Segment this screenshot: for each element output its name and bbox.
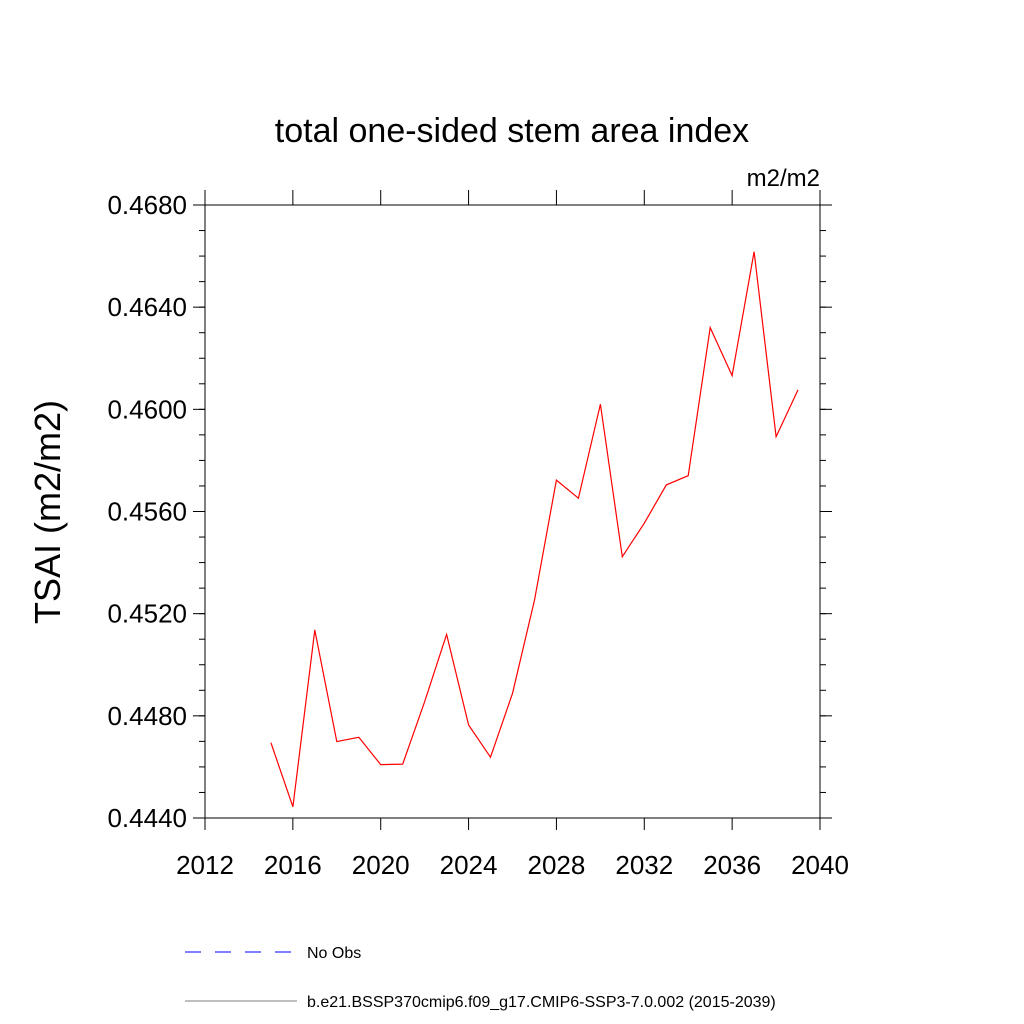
y-tick-label: 0.4560 bbox=[107, 497, 187, 527]
y-tick-label: 0.4480 bbox=[107, 701, 187, 731]
x-tick-label: 2020 bbox=[352, 850, 410, 880]
series-line bbox=[270, 251, 799, 807]
y-axis-label: TSAI (m2/m2) bbox=[27, 400, 68, 624]
legend-label-no-obs: No Obs bbox=[307, 945, 361, 962]
x-tick-label: 2016 bbox=[264, 850, 322, 880]
x-tick-label: 2024 bbox=[440, 850, 498, 880]
x-tick-label: 2036 bbox=[703, 850, 761, 880]
legend: No Obs b.e21.BSSP370cmip6.f09_g17.CMIP6-… bbox=[185, 945, 776, 1011]
tick-labels: 0.4440 0.4480 0.4520 0.4560 0.4600 0.4640 0.46… bbox=[107, 190, 848, 880]
y-tick-label: 0.4680 bbox=[107, 190, 187, 220]
units-label: m2/m2 bbox=[747, 165, 820, 192]
plot-frame bbox=[204, 204, 821, 819]
y-tick-label: 0.4640 bbox=[107, 292, 187, 322]
x-tick-label: 2012 bbox=[176, 850, 234, 880]
chart-title: total one-sided stem area index bbox=[275, 112, 749, 150]
x-tick-label: 2040 bbox=[791, 850, 849, 880]
series bbox=[270, 251, 799, 807]
x-tick-label: 2028 bbox=[528, 850, 586, 880]
y-tick-label: 0.4520 bbox=[107, 599, 187, 629]
y-tick-label: 0.4600 bbox=[107, 394, 187, 424]
x-tick-label: 2032 bbox=[615, 850, 673, 880]
axes bbox=[193, 190, 832, 830]
legend-label-model: b.e21.BSSP370cmip6.f09_g17.CMIP6-SSP3-7.… bbox=[307, 994, 776, 1011]
y-tick-label: 0.4440 bbox=[107, 803, 187, 833]
